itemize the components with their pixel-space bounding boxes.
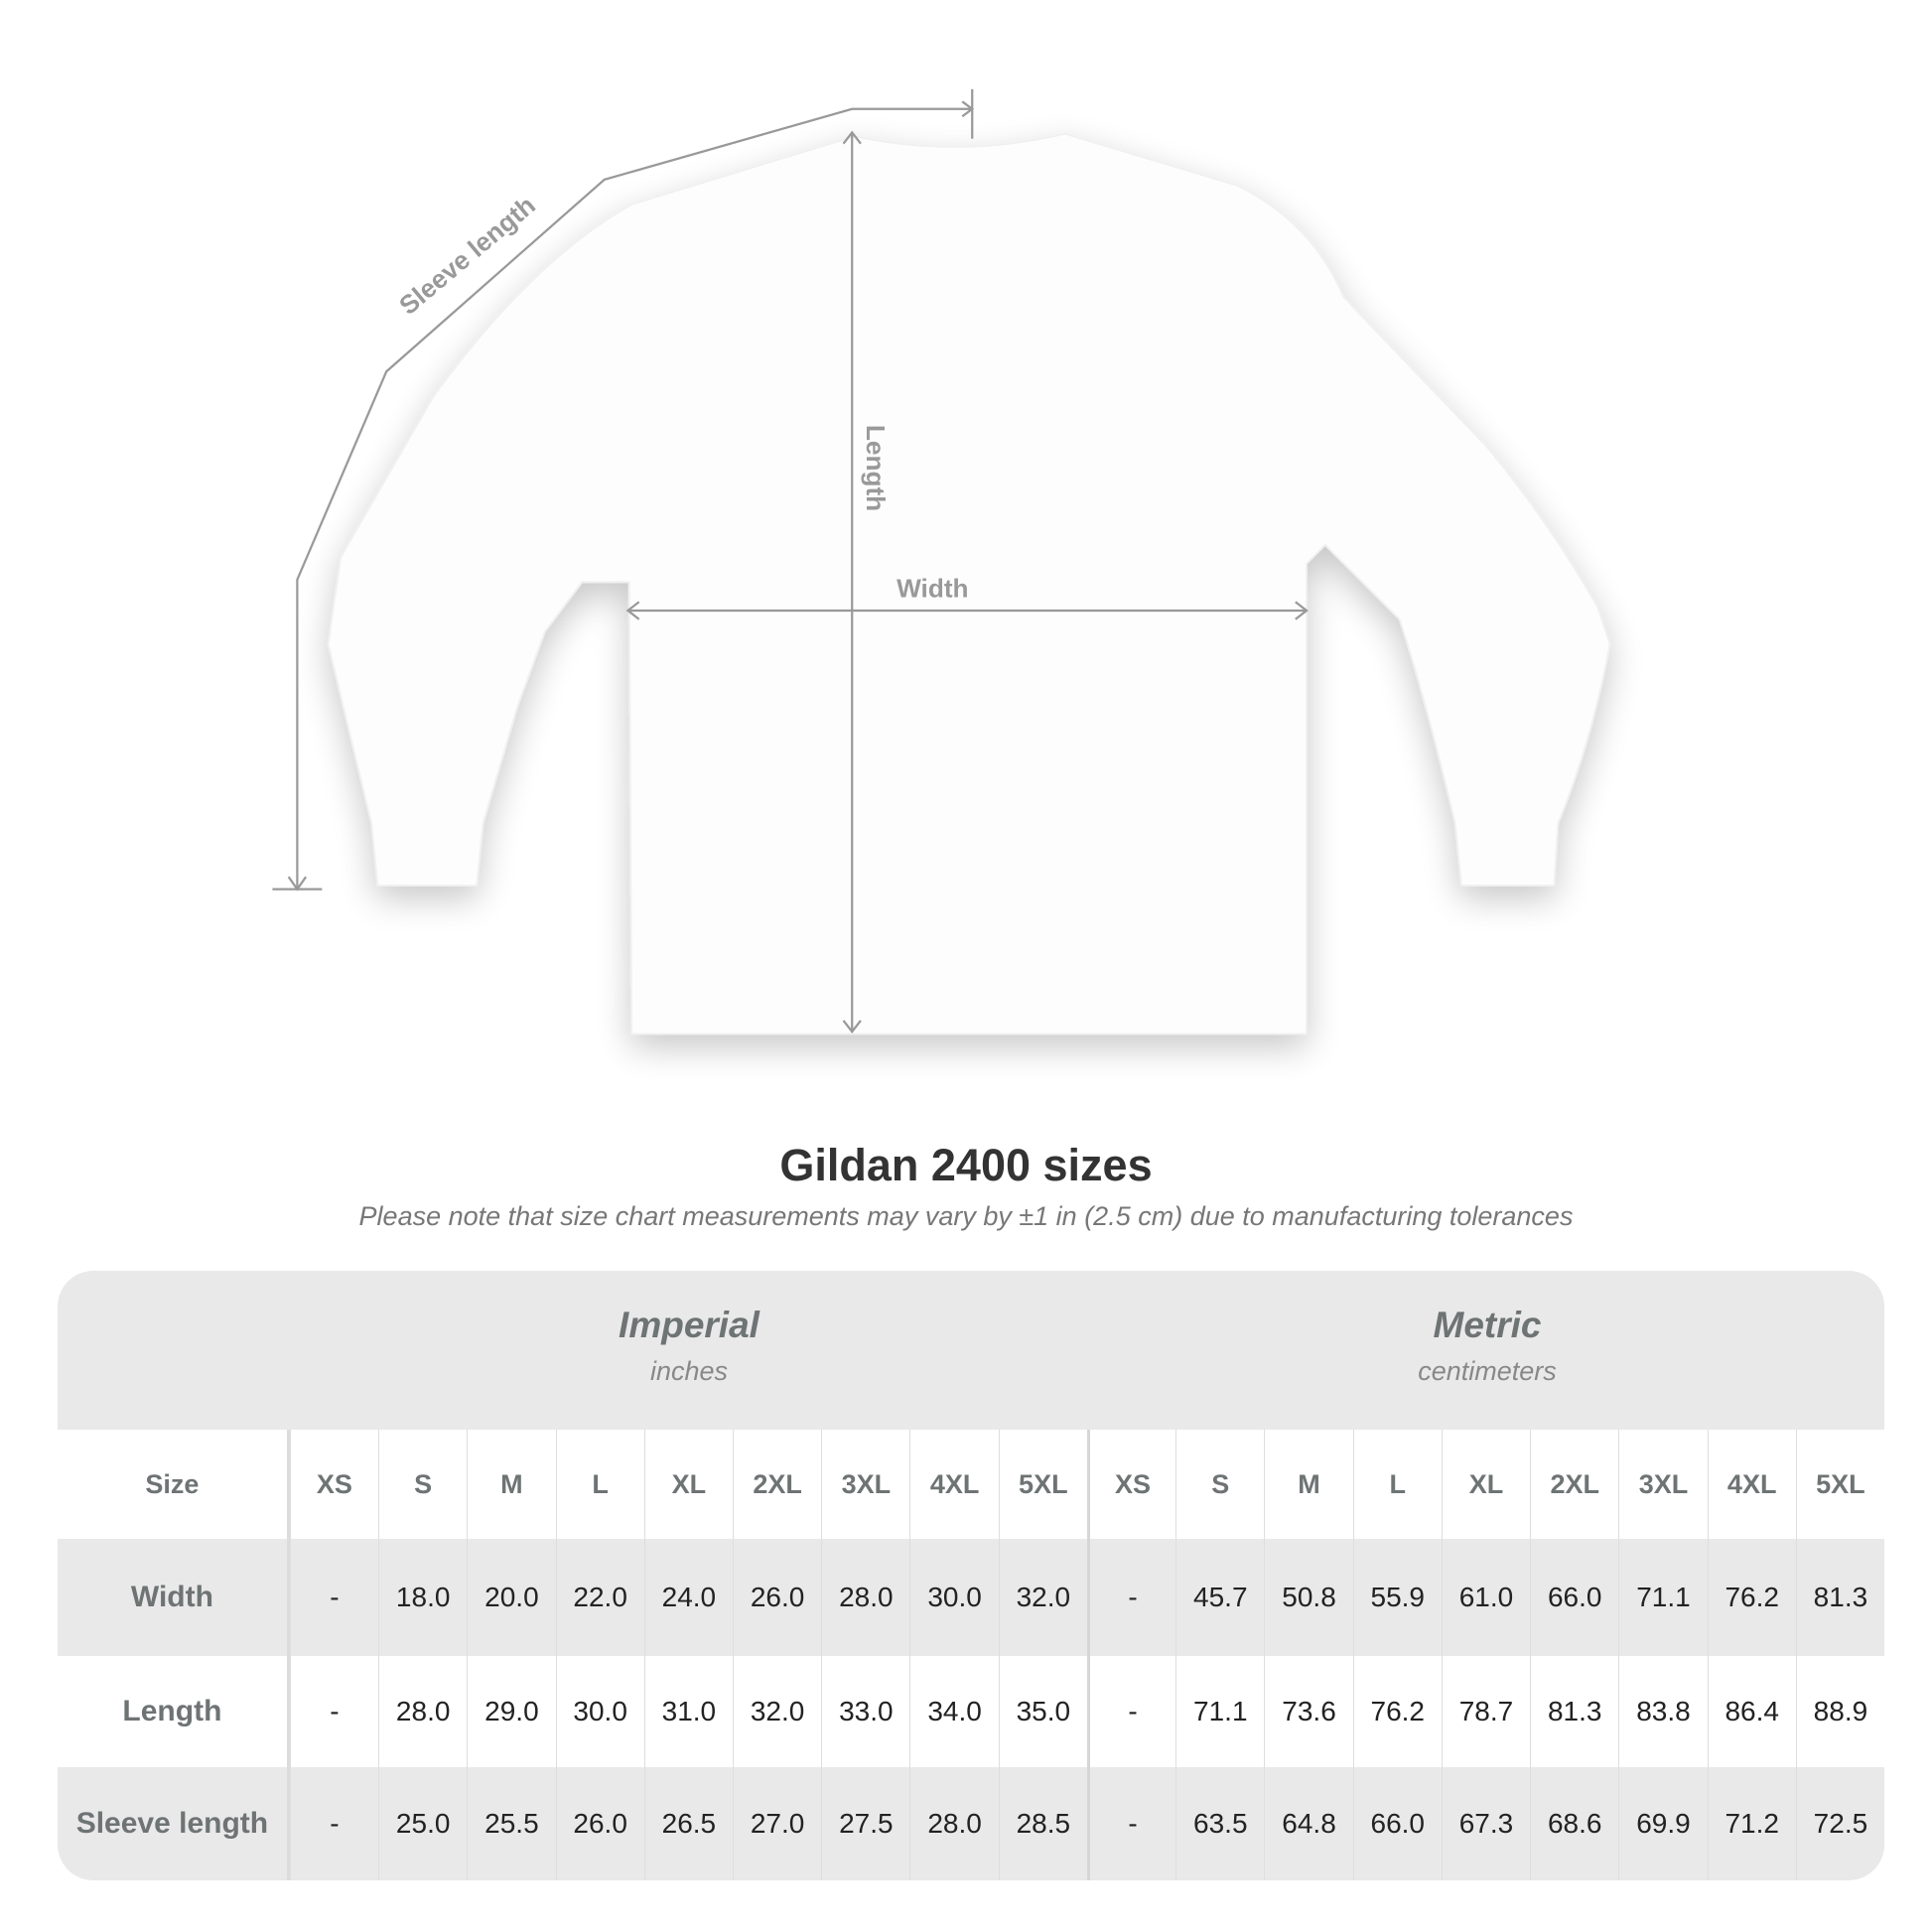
imperial-value-cell: 35.0 xyxy=(998,1656,1087,1767)
size-header-cell: XS xyxy=(1086,1430,1175,1539)
row-label: Width xyxy=(58,1539,290,1656)
imperial-value-cell: 29.0 xyxy=(467,1656,555,1767)
size-header-cell: S xyxy=(378,1430,467,1539)
size-header-cell: XL xyxy=(1441,1430,1530,1539)
table-row: Width -18.0 20.0 22.0 24.0 26.0 28.0 30.0 32.0-4… xyxy=(58,1539,1884,1656)
table-row: Length -28.0 29.0 30.0 31.0 32.0 33.0 34.0 35.0-… xyxy=(58,1656,1884,1767)
size-header-cell: 5XL xyxy=(1795,1430,1884,1539)
metric-value-cell: 55.9 xyxy=(1352,1539,1442,1656)
imperial-value-cell: 24.0 xyxy=(643,1539,733,1656)
imperial-value-cell: - xyxy=(289,1767,378,1880)
metric-value-cell: 64.8 xyxy=(1264,1767,1352,1880)
imperial-value-cell: - xyxy=(289,1539,378,1656)
size-header-cell: 3XL xyxy=(821,1430,909,1539)
size-header-cell: XL xyxy=(643,1430,733,1539)
size-header-cell: 5XL xyxy=(998,1430,1087,1539)
imperial-value-cell: 30.0 xyxy=(909,1539,998,1656)
imperial-value-cell: 32.0 xyxy=(998,1539,1087,1656)
metric-value-cell: 78.7 xyxy=(1441,1656,1530,1767)
metric-value-cell: 81.3 xyxy=(1795,1539,1884,1656)
length-label: Length xyxy=(861,425,891,511)
size-header-cell: 2XL xyxy=(1530,1430,1618,1539)
size-header-cell: L xyxy=(555,1430,644,1539)
chart-title: Gildan 2400 sizes xyxy=(779,1140,1153,1190)
tolerance-note: Please note that size chart measurements… xyxy=(358,1201,1574,1231)
metric-value-cell: 83.8 xyxy=(1618,1656,1707,1767)
metric-value-cell: - xyxy=(1086,1656,1175,1767)
metric-value-cell: 66.0 xyxy=(1352,1767,1442,1880)
metric-value-cell: 81.3 xyxy=(1530,1656,1618,1767)
imperial-value-cell: 26.0 xyxy=(733,1539,821,1656)
size-header-cell: 4XL xyxy=(909,1430,998,1539)
imperial-value-cell: 28.0 xyxy=(821,1539,909,1656)
metric-value-cell: 45.7 xyxy=(1175,1539,1264,1656)
imperial-value-cell: 28.5 xyxy=(998,1767,1087,1880)
size-header-row: Size XS S M L XL 2XL 3XL 4XL 5XL XS S M L XL 2XL 3XL 4XL 5… xyxy=(58,1430,1884,1539)
row-label: Length xyxy=(58,1656,290,1767)
width-label: Width xyxy=(897,573,968,603)
metric-value-cell: 69.9 xyxy=(1618,1767,1707,1880)
imperial-value-cell: 18.0 xyxy=(378,1539,467,1656)
imperial-value-cell: 25.0 xyxy=(378,1767,467,1880)
metric-value-cell: 71.1 xyxy=(1175,1656,1264,1767)
size-header-cell: 4XL xyxy=(1707,1430,1796,1539)
row-label: Size xyxy=(58,1430,290,1539)
metric-value-cell: 76.2 xyxy=(1707,1539,1796,1656)
size-header-cell: XS xyxy=(289,1430,378,1539)
size-header-cell: S xyxy=(1175,1430,1264,1539)
row-label: Sleeve length xyxy=(58,1767,290,1880)
metric-value-cell: 50.8 xyxy=(1264,1539,1352,1656)
metric-value-cell: 63.5 xyxy=(1175,1767,1264,1880)
size-header-cell: M xyxy=(467,1430,555,1539)
metric-value-cell: 68.6 xyxy=(1530,1767,1618,1880)
metric-value-cell: 73.6 xyxy=(1264,1656,1352,1767)
metric-value-cell: - xyxy=(1086,1767,1175,1880)
imperial-value-cell: 22.0 xyxy=(555,1539,644,1656)
imperial-value-cell: 28.0 xyxy=(909,1767,998,1880)
long-sleeve-shirt xyxy=(327,132,1611,1035)
metric-value-cell: 66.0 xyxy=(1530,1539,1618,1656)
metric-value-cell: 86.4 xyxy=(1707,1656,1796,1767)
metric-value-cell: 76.2 xyxy=(1352,1656,1442,1767)
measurement-lines xyxy=(272,88,1309,1034)
table-row: Sleeve length -25.0 25.5 26.0 26.5 27.0 27.5 28… xyxy=(58,1767,1884,1880)
imperial-value-cell: 32.0 xyxy=(733,1656,821,1767)
imperial-value-cell: 26.0 xyxy=(555,1767,644,1880)
imperial-value-cell: 31.0 xyxy=(643,1656,733,1767)
size-header-cell: M xyxy=(1264,1430,1352,1539)
metric-value-cell: 61.0 xyxy=(1441,1539,1530,1656)
metric-value-cell: 88.9 xyxy=(1795,1656,1884,1767)
imperial-value-cell: - xyxy=(289,1656,378,1767)
metric-value-cell: 71.1 xyxy=(1618,1539,1707,1656)
imperial-value-cell: 34.0 xyxy=(909,1656,998,1767)
imperial-value-cell: 33.0 xyxy=(821,1656,909,1767)
imperial-value-cell: 25.5 xyxy=(467,1767,555,1880)
size-header-cell: L xyxy=(1352,1430,1442,1539)
imperial-value-cell: 26.5 xyxy=(643,1767,733,1880)
size-header-cell: 2XL xyxy=(733,1430,821,1539)
imperial-value-cell: 27.5 xyxy=(821,1767,909,1880)
imperial-value-cell: 20.0 xyxy=(467,1539,555,1656)
imperial-value-cell: 30.0 xyxy=(555,1656,644,1767)
size-header-cell: 3XL xyxy=(1618,1430,1707,1539)
metric-value-cell: 67.3 xyxy=(1441,1767,1530,1880)
metric-value-cell: 71.2 xyxy=(1707,1767,1796,1880)
imperial-header: Imperial inches xyxy=(619,1305,759,1386)
imperial-value-cell: 28.0 xyxy=(378,1656,467,1767)
metric-header: Metric centimeters xyxy=(1418,1305,1557,1386)
imperial-value-cell: 27.0 xyxy=(733,1767,821,1880)
metric-value-cell: - xyxy=(1086,1539,1175,1656)
metric-value-cell: 72.5 xyxy=(1795,1767,1884,1880)
size-table: Imperial inches Metric centimeters Size X… xyxy=(58,1271,1884,1880)
